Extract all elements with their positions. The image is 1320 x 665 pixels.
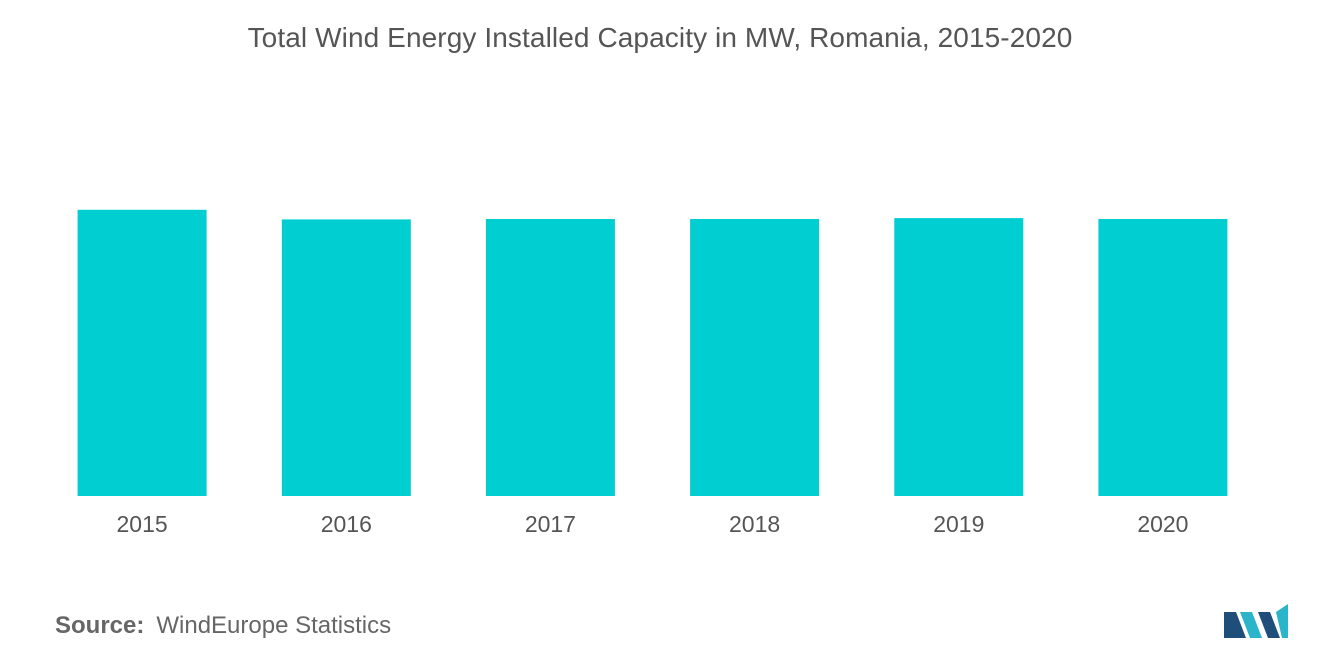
bar-2017 <box>485 219 615 496</box>
x-tick-label-2020: 2020 <box>1137 511 1188 537</box>
x-tick-label-2016: 2016 <box>321 511 372 537</box>
x-tick-label-2018: 2018 <box>729 511 780 537</box>
x-tick-label-2017: 2017 <box>525 511 576 537</box>
bar-2020 <box>1098 219 1228 496</box>
mordor-intelligence-logo-icon <box>1224 604 1288 638</box>
source-note: Source: WindEurope Statistics <box>55 612 391 640</box>
bars-group <box>77 209 1228 497</box>
bar-2018 <box>690 219 820 496</box>
x-tick-label-2015: 2015 <box>117 511 168 537</box>
bar-2015 <box>77 209 207 497</box>
source-text: WindEurope Statistics <box>156 612 392 639</box>
chart-title: Total Wind Energy Installed Capacity in … <box>247 22 1073 53</box>
bar-2019 <box>894 218 1024 496</box>
bar-2016 <box>281 219 411 496</box>
x-axis-tick-labels: 2015 2016 2017 2018 2019 2020 <box>117 511 1189 537</box>
x-tick-label-2019: 2019 <box>933 511 984 537</box>
source-label: Source: <box>55 612 145 639</box>
